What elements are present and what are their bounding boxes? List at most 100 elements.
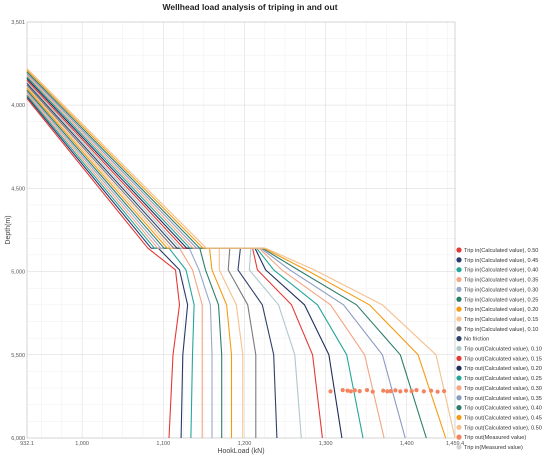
y-tick-label: 3,501 bbox=[11, 20, 25, 26]
legend-swatch bbox=[456, 336, 462, 342]
series-line-9 bbox=[26, 83, 278, 439]
measured-point bbox=[398, 389, 403, 394]
series-line-17 bbox=[26, 69, 447, 439]
series-line-15 bbox=[26, 73, 406, 439]
legend-swatch bbox=[456, 405, 462, 411]
legend-item[interactable]: Trip in(Calculated value), 0.45 bbox=[456, 257, 538, 264]
measured-point bbox=[385, 389, 390, 394]
measured-point bbox=[421, 389, 426, 394]
legend-item[interactable]: Trip in(Measured value) bbox=[456, 444, 523, 451]
legend-label: Trip out(Calculated value), 0.15 bbox=[464, 356, 542, 362]
legend-item[interactable]: Trip in(Calculated value), 0.10 bbox=[456, 326, 538, 333]
legend-item[interactable]: No friction bbox=[456, 336, 489, 343]
x-tick-label: 1,100 bbox=[156, 441, 170, 447]
legend-item[interactable]: Trip out(Calculated value), 0.20 bbox=[456, 365, 542, 373]
legend-label: Trip out(Calculated value), 0.50 bbox=[464, 425, 542, 431]
series-line-10 bbox=[26, 81, 302, 439]
legend-item[interactable]: Trip in(Calculated value), 0.25 bbox=[456, 296, 538, 304]
grid bbox=[27, 22, 455, 438]
series-line-3 bbox=[26, 93, 203, 438]
legend-swatch bbox=[456, 306, 462, 312]
series-line-2 bbox=[26, 94, 195, 439]
measured-point bbox=[357, 389, 362, 394]
legend-item[interactable]: Trip in(Calculated value), 0.40 bbox=[456, 267, 538, 274]
legend-item[interactable]: Trip out(Calculated value), 0.45 bbox=[456, 414, 542, 422]
legend-swatch bbox=[456, 257, 462, 263]
x-tick-label: 1,400 bbox=[400, 441, 414, 447]
measured-point bbox=[345, 388, 350, 393]
legend-item[interactable]: Trip in(Calculated value), 0.20 bbox=[456, 306, 538, 314]
x-tick-label: 932.1 bbox=[20, 441, 34, 447]
series-line-0 bbox=[26, 98, 181, 439]
series-line-6 bbox=[26, 88, 233, 438]
legend-label: Trip out(Calculated value), 0.35 bbox=[464, 396, 542, 402]
measured-point bbox=[409, 389, 414, 394]
legend-swatch bbox=[456, 267, 462, 273]
x-ticks: 932.1 1,000 1,100 1,200 1,300 1,400 1,459.4 bbox=[20, 441, 464, 447]
legend-item[interactable]: Trip out(Calculated value), 0.35 bbox=[456, 395, 542, 402]
legend-label: Trip out(Calculated value), 0.20 bbox=[464, 366, 542, 372]
legend-label: Trip in(Calculated value), 0.50 bbox=[464, 248, 538, 254]
legend-item[interactable]: Trip out(Calculated value), 0.10 bbox=[456, 345, 542, 353]
legend-label: Trip out(Calculated value), 0.10 bbox=[464, 347, 542, 353]
y-tick-label: 5,500 bbox=[11, 353, 25, 359]
legend-swatch bbox=[456, 326, 462, 332]
legend-swatch bbox=[456, 355, 462, 361]
measured-point bbox=[364, 388, 370, 393]
legend-label: Trip out(Calculated value), 0.30 bbox=[464, 386, 542, 392]
x-tick-label: 1,459.4 bbox=[446, 441, 464, 447]
legend-label: Trip in(Calculated value), 0.40 bbox=[464, 268, 538, 274]
y-tick-label: 6,000 bbox=[11, 436, 25, 442]
y-ticks: 3,501 4,000 4,500 5,000 5,500 6,000 bbox=[11, 20, 25, 442]
legend: Trip in(Calculated value), 0.50 Trip in(C… bbox=[456, 247, 542, 451]
series-line-18 bbox=[26, 68, 456, 439]
legend-item[interactable]: Trip in(Calculated value), 0.15 bbox=[456, 316, 538, 323]
legend-item[interactable]: Trip out(Measured value) bbox=[456, 434, 526, 442]
x-tick-label: 1,300 bbox=[319, 441, 333, 447]
series-line-4 bbox=[26, 91, 213, 438]
legend-label: Trip out(Calculated value), 0.25 bbox=[464, 376, 542, 382]
chart-title: Wellhead load analysis of triping in and… bbox=[162, 2, 337, 12]
series-line-14 bbox=[26, 74, 385, 439]
legend-item[interactable]: Trip in(Calculated value), 0.35 bbox=[456, 276, 538, 284]
measured-point bbox=[403, 388, 409, 393]
legend-label: Trip in(Calculated value), 0.10 bbox=[464, 327, 538, 333]
legend-label: Trip in(Calculated value), 0.25 bbox=[464, 297, 538, 303]
legend-swatch bbox=[456, 276, 462, 283]
measured-points bbox=[328, 388, 447, 394]
measured-point bbox=[370, 389, 375, 394]
series-lines bbox=[26, 68, 456, 439]
legend-swatch bbox=[456, 395, 462, 401]
legend-item[interactable]: Trip out(Calculated value), 0.30 bbox=[456, 385, 542, 392]
y-axis-title: Depth(m) bbox=[5, 215, 12, 244]
legend-label: Trip out(Calculated value), 0.40 bbox=[464, 406, 542, 412]
series-line-7 bbox=[26, 86, 244, 438]
legend-item[interactable]: Trip in(Calculated value), 0.30 bbox=[456, 286, 538, 294]
measured-point bbox=[393, 388, 398, 393]
legend-label: Trip out(Measured value) bbox=[464, 435, 526, 441]
legend-item[interactable]: Trip out(Calculated value), 0.15 bbox=[456, 355, 542, 363]
legend-swatch bbox=[456, 345, 462, 352]
legend-swatch bbox=[456, 247, 462, 253]
legend-swatch bbox=[456, 424, 462, 430]
legend-item[interactable]: Trip out(Calculated value), 0.50 bbox=[456, 424, 542, 432]
legend-label: Trip in(Measured value) bbox=[464, 445, 523, 451]
legend-item[interactable]: Trip out(Calculated value), 0.25 bbox=[456, 375, 542, 382]
legend-swatch bbox=[456, 414, 462, 421]
x-tick-label: 1,000 bbox=[75, 441, 89, 447]
measured-point bbox=[435, 389, 440, 394]
legend-item[interactable]: Trip in(Calculated value), 0.50 bbox=[456, 247, 538, 254]
x-axis-title: HookLoad (kN) bbox=[217, 448, 264, 455]
y-tick-label: 4,000 bbox=[11, 103, 25, 109]
legend-item[interactable]: Trip out(Calculated value), 0.40 bbox=[456, 405, 542, 412]
measured-point bbox=[348, 389, 353, 394]
legend-label: No friction bbox=[464, 337, 489, 343]
measured-point bbox=[388, 389, 393, 394]
legend-swatch bbox=[456, 434, 462, 440]
series-line-8 bbox=[26, 84, 257, 438]
legend-swatch bbox=[456, 385, 462, 391]
x-tick-label: 1,200 bbox=[238, 441, 252, 447]
legend-label: Trip in(Calculated value), 0.30 bbox=[464, 287, 538, 293]
series-line-12 bbox=[26, 78, 343, 439]
measured-point bbox=[414, 388, 419, 393]
